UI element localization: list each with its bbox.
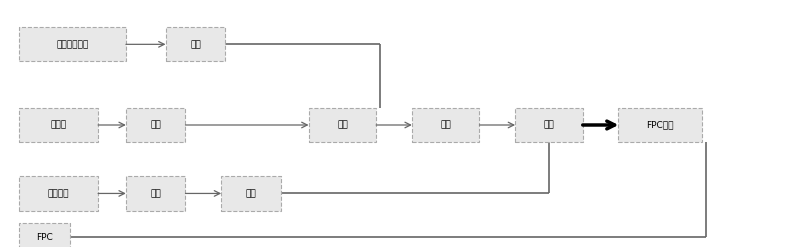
Text: 双面胶: 双面胶 — [50, 120, 66, 130]
FancyBboxPatch shape — [126, 176, 186, 210]
Text: FPC连接: FPC连接 — [646, 120, 674, 130]
Text: 印刷: 印刷 — [150, 189, 161, 198]
Text: 裁切: 裁切 — [150, 120, 161, 130]
FancyBboxPatch shape — [222, 176, 281, 210]
FancyBboxPatch shape — [618, 108, 702, 142]
FancyBboxPatch shape — [309, 108, 376, 142]
FancyBboxPatch shape — [166, 27, 226, 62]
Text: 导电薄膜: 导电薄膜 — [48, 189, 69, 198]
Text: 裁切: 裁切 — [440, 120, 451, 130]
FancyBboxPatch shape — [126, 108, 186, 142]
Text: 印刷: 印刷 — [190, 40, 201, 49]
FancyBboxPatch shape — [412, 108, 479, 142]
Text: 裁切: 裁切 — [246, 189, 257, 198]
FancyBboxPatch shape — [18, 27, 126, 62]
Text: 粘合: 粘合 — [337, 120, 348, 130]
FancyBboxPatch shape — [18, 223, 70, 250]
Text: FPC: FPC — [36, 233, 53, 242]
Text: 粘合: 粘合 — [543, 120, 554, 130]
FancyBboxPatch shape — [515, 108, 582, 142]
FancyBboxPatch shape — [18, 108, 98, 142]
Text: 导电光学薄膜: 导电光学薄膜 — [56, 40, 89, 49]
FancyBboxPatch shape — [18, 176, 98, 210]
